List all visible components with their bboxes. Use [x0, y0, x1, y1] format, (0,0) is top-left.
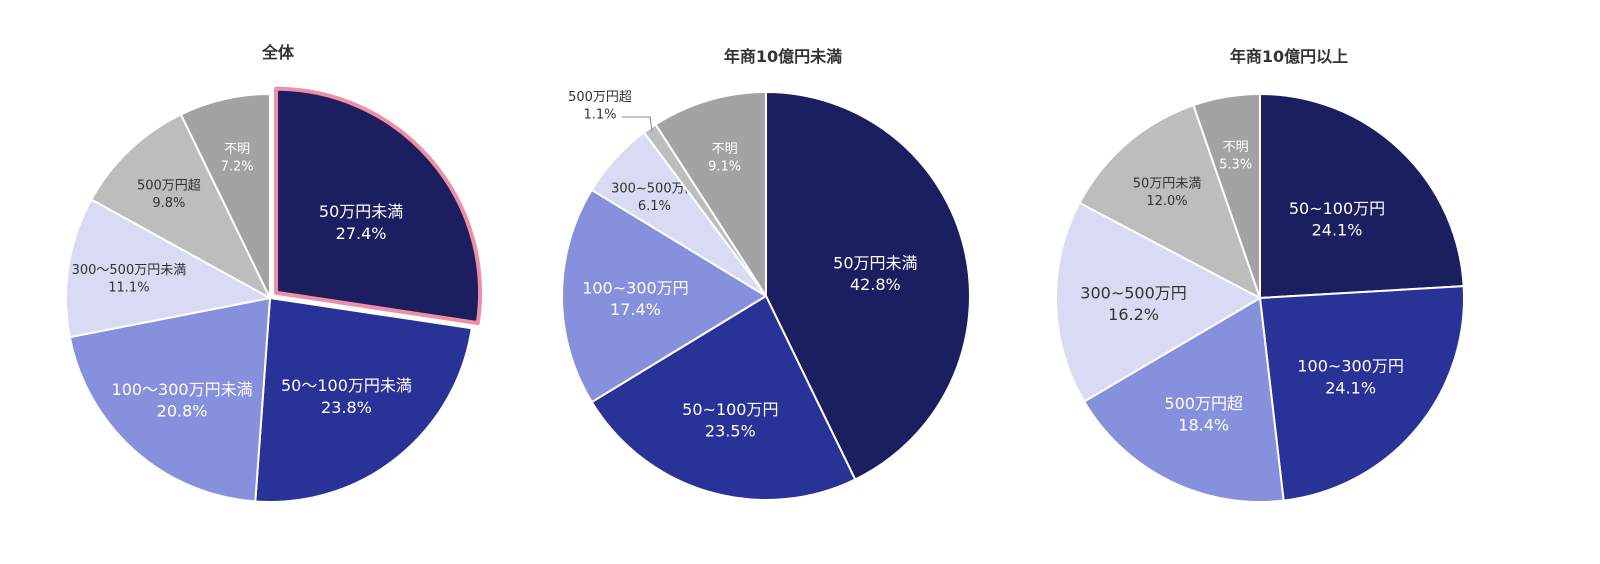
slice-category-label: 500万円超 — [1164, 394, 1243, 413]
slice-value-label: 23.8% — [321, 398, 372, 417]
pie-slice — [1055, 201, 1261, 403]
slice-category-label: 50～100万円未満 — [281, 376, 412, 395]
pie-slice — [561, 188, 767, 404]
slice-value-label: 7.2% — [221, 159, 254, 174]
slice-category-label: 50万円未満 — [833, 253, 917, 272]
pie-slice — [1259, 285, 1466, 502]
slice-value-label: 16.2% — [1108, 305, 1159, 324]
slice-value-label: 5.3% — [1219, 158, 1252, 173]
slice-category-label: 50~100万円 — [1289, 199, 1385, 218]
leader-line — [622, 116, 653, 132]
slice-category-label: 500万円超 — [137, 179, 201, 194]
slice-value-label: 42.8% — [850, 275, 901, 294]
slice-value-label: 24.1% — [1325, 378, 1376, 397]
chart-title-overall: 全体 — [261, 43, 295, 62]
pie-chart-over-1b: 50~100万円 24.1% 100~300万円 24.1% 500万円超 18.4% 30… — [1055, 47, 1466, 503]
pie-slice — [1192, 93, 1261, 299]
pie-slice — [654, 91, 767, 297]
slice-category-label: 300~500万円 — [1080, 284, 1187, 303]
pie-slice — [1083, 297, 1285, 503]
slice-category-label: 100～300万円未満 — [112, 380, 253, 399]
slice-value-label: 20.8% — [157, 401, 208, 420]
slice-value-label: 18.4% — [1178, 415, 1229, 434]
slice-category-label: 100~300万円 — [582, 279, 689, 298]
slice-value-label: 27.4% — [336, 224, 387, 243]
pie-slice — [274, 86, 483, 326]
pie-slice — [765, 91, 971, 481]
pie-slice — [254, 297, 473, 503]
slice-category-label: 不明 — [1223, 140, 1249, 155]
slice-value-label: 11.1% — [108, 281, 149, 296]
slice-category-label: 500万円超 — [568, 90, 632, 105]
slice-value-label: 24.1% — [1312, 221, 1363, 240]
slice-category-label: 100~300万円 — [1297, 357, 1404, 376]
slice-value-label: 9.8% — [152, 196, 185, 211]
slice-value-label: 23.5% — [705, 422, 756, 441]
chart-title-over-1b: 年商10億円以上 — [1230, 47, 1348, 66]
slice-value-label: 9.1% — [708, 160, 741, 175]
pie-slice — [68, 297, 271, 503]
pie-slice — [1078, 104, 1261, 299]
slice-value-label: 6.1% — [638, 199, 671, 214]
pie-slice — [179, 93, 271, 299]
pie-slice — [590, 295, 857, 501]
slice-category-label: 50万円未満 — [319, 202, 403, 221]
slice-category-label: 300~500万円 — [611, 181, 698, 196]
slice-value-label: 12.0% — [1146, 194, 1187, 209]
pie-chart-under-1b: 50万円未満 42.8% 50~100万円 23.5% 100~300万円 17.4% 30… — [561, 47, 971, 501]
slice-category-label: 50~100万円 — [682, 400, 778, 419]
pie-chart-overall: 50万円未満 27.4% 50～100万円未満 23.8% 100～300万円未満 20.… — [65, 43, 483, 503]
pie-slice — [65, 198, 271, 339]
slice-category-label: 300～500万円未満 — [72, 263, 187, 278]
slice-category-label: 50万円未満 — [1133, 177, 1202, 192]
pie-slice — [90, 113, 271, 299]
pie-slice — [1259, 93, 1465, 299]
slice-category-label: 不明 — [224, 142, 250, 157]
slice-category-label: 不明 — [712, 142, 738, 157]
slice-value-label: 17.4% — [610, 300, 661, 319]
slice-value-label: 1.1% — [583, 108, 616, 123]
chart-title-under-1b: 年商10億円未満 — [724, 47, 842, 66]
